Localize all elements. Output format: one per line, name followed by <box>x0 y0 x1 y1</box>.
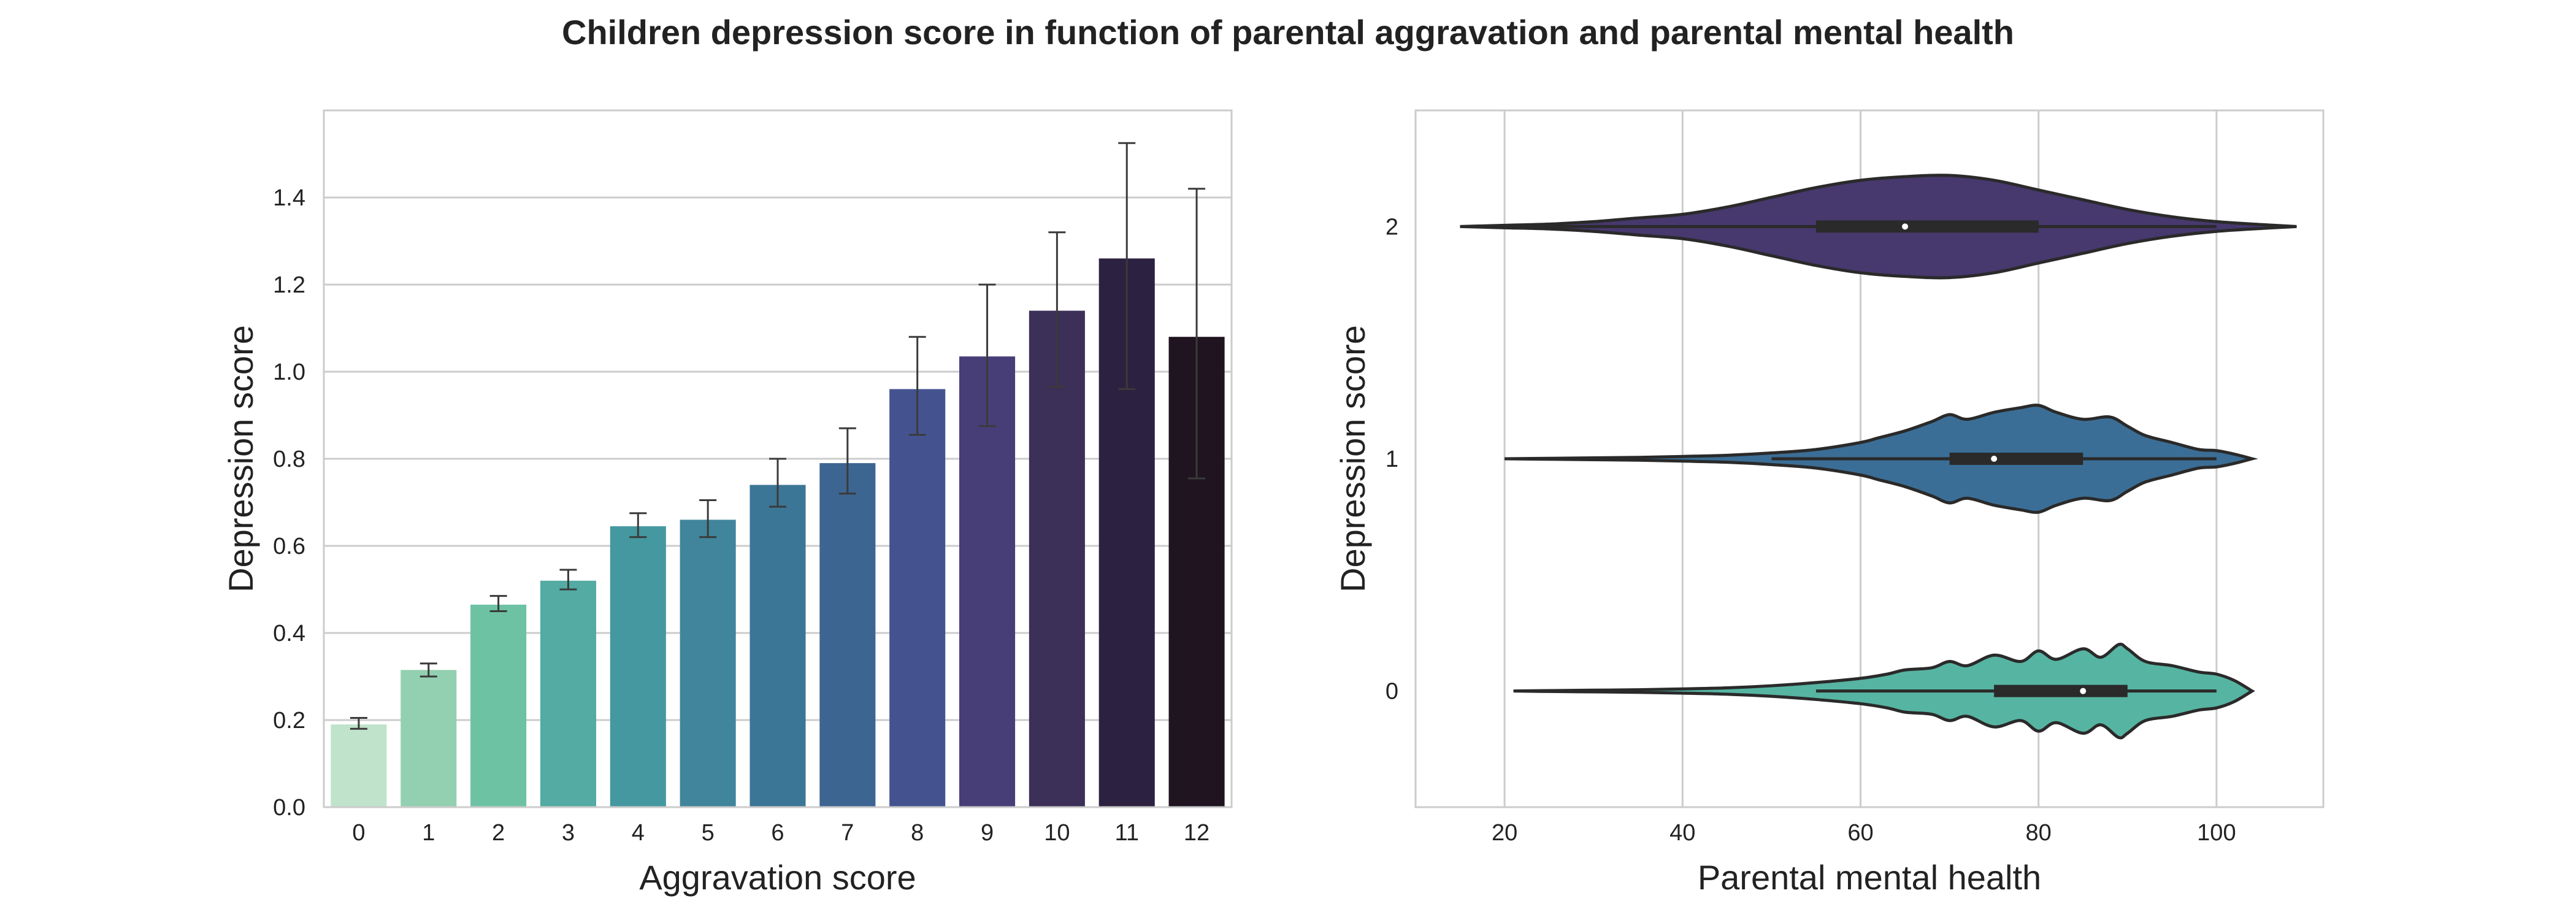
violin-median-point <box>2080 688 2087 694</box>
bar-chart-y-axis-label: Depression score <box>221 325 260 592</box>
bar <box>680 519 736 807</box>
violin-chart-x-tick-label: 60 <box>1847 820 1873 846</box>
violin-chart-frame <box>1414 109 2325 808</box>
bar-chart-x-tick-label: 10 <box>1044 820 1070 846</box>
violin-median-point <box>1902 223 1909 230</box>
bar-chart-y-tick-label: 1.2 <box>273 272 305 298</box>
bar-chart-x-tick-label: 1 <box>422 820 435 846</box>
bar-chart-y-ticks: 0.0 0.2 0.4 0.6 0.8 1.0 1.2 1.4 <box>273 185 305 821</box>
figure-title: Children depression score in function of… <box>562 13 2014 52</box>
bar <box>331 724 387 807</box>
bar-chart-x-tick-label: 12 <box>1184 820 1209 846</box>
violin-median-point <box>1991 456 1998 462</box>
violin-chart-y-tick-label: 1 <box>1386 447 1398 472</box>
bar-chart-x-tick-label: 4 <box>632 820 645 846</box>
bar-chart-x-tick-label: 8 <box>911 820 924 846</box>
violin-chart-panel: 20 40 60 80 100 2 1 0 Parental mental health D… <box>1333 109 2325 897</box>
bar-chart-y-tick-label: 1.4 <box>273 185 305 211</box>
bar-chart-y-tick-label: 0.4 <box>273 621 305 646</box>
violin-chart-x-tick-label: 100 <box>2197 820 2236 846</box>
violin-chart-y-axis-label: Depression score <box>1333 325 1372 592</box>
violin-chart-y-tick-label: 0 <box>1386 679 1398 705</box>
violin-chart-x-tick-label: 20 <box>1492 820 1517 846</box>
bar-chart-x-tick-label: 11 <box>1115 820 1139 846</box>
bar-chart-x-tick-label: 5 <box>702 820 715 846</box>
violin-chart-violins <box>1460 174 2297 740</box>
bar-chart-x-tick-label: 9 <box>981 820 994 846</box>
bar-chart-y-tick-label: 0.6 <box>273 534 305 559</box>
bar-chart-y-tick-label: 0.2 <box>273 708 305 734</box>
bar-chart-frame <box>323 109 1233 808</box>
bar-chart-panel: 0.00.20.40.60.81.01.21.4 0 1 2 3 4 5 6 7 8 9 10 11 1… <box>221 109 1233 897</box>
bar <box>401 670 457 807</box>
violin-chart-x-tick-label: 40 <box>1669 820 1695 846</box>
bar-chart-x-ticks: 0 1 2 3 4 5 6 7 8 9 10 11 12 <box>352 820 1209 846</box>
bar-chart-x-tick-label: 6 <box>771 820 784 846</box>
bar <box>959 356 1016 807</box>
violin-chart-y-ticks: 2 1 0 <box>1386 214 1398 704</box>
bar-chart-bars <box>331 258 1225 808</box>
bar-chart-y-tick-label: 1.0 <box>273 359 305 385</box>
bar-chart-y-tick-label: 0.0 <box>273 795 305 821</box>
bar-chart-x-axis-label: Aggravation score <box>639 858 916 897</box>
bar <box>610 526 666 807</box>
bar-chart-x-tick-label: 0 <box>352 820 365 846</box>
bar <box>889 389 946 807</box>
violin-chart-x-ticks: 20 40 60 80 100 <box>1492 820 2236 846</box>
bar <box>819 463 876 807</box>
bar-chart-x-tick-label: 3 <box>562 820 575 846</box>
bar-chart-x-tick-label: 7 <box>841 820 854 846</box>
violin-chart-x-tick-label: 80 <box>2026 820 2052 846</box>
bar <box>540 580 596 807</box>
bar <box>1029 310 1085 808</box>
bar <box>749 485 806 807</box>
violin-chart-x-axis-label: Parental mental health <box>1698 858 2041 897</box>
violin-chart-y-tick-label: 2 <box>1386 214 1398 240</box>
bar-chart-x-tick-label: 2 <box>492 820 505 846</box>
bar <box>470 604 527 807</box>
bar-chart-y-tick-label: 0.8 <box>273 447 305 472</box>
bar-chart-error-bars <box>350 142 1206 730</box>
